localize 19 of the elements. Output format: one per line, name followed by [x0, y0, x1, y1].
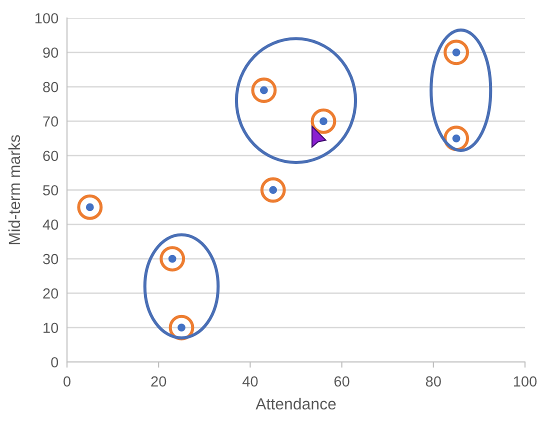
- y-tick-label: 70: [43, 116, 58, 127]
- y-tick-label: 20: [43, 288, 58, 299]
- y-tick-label: 50: [43, 185, 58, 196]
- x-tick-label: 40: [242, 376, 258, 387]
- x-tick-label: 0: [64, 376, 70, 387]
- y-tick-label: 40: [42, 220, 58, 230]
- x-axis-title: Attendance: [256, 398, 336, 410]
- y-tick-label: 10: [44, 322, 58, 334]
- x-tick-label: 80: [426, 376, 441, 387]
- y-tick-label: 90: [43, 48, 58, 58]
- x-tick-label: 60: [334, 376, 350, 387]
- y-tick-label: 30: [43, 254, 58, 264]
- y-axis-title: Mid-term marks: [8, 135, 20, 244]
- x-tick-label: 20: [151, 376, 166, 387]
- y-tick-label: 80: [43, 82, 58, 92]
- y-tick-label: 0: [51, 357, 58, 368]
- y-tick-label: 60: [43, 150, 58, 162]
- y-tick-label: 100: [35, 13, 58, 24]
- x-tick-label: 100: [514, 376, 537, 387]
